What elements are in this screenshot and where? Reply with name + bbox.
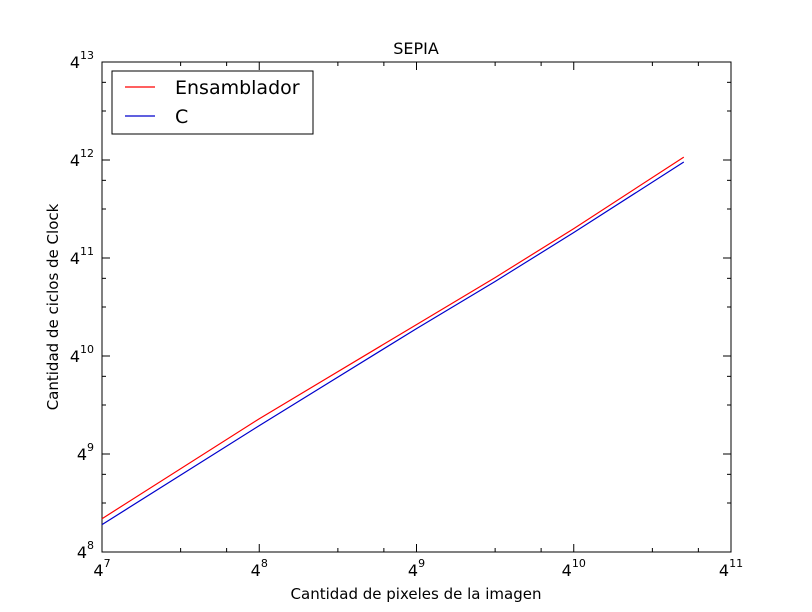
x-tick-exponent: 7 — [104, 557, 111, 570]
legend-box — [111, 70, 314, 135]
chart-title: SEPIA — [393, 39, 439, 58]
y-tick-base: 4 — [70, 151, 80, 170]
y-tick-base: 4 — [70, 347, 80, 366]
y-tick-base: 4 — [70, 249, 80, 268]
x-tick-base: 4 — [408, 561, 418, 580]
x-tick-labels: 47 48 49 410 411 — [93, 557, 743, 580]
y-tick-label: 49 — [77, 441, 94, 464]
y-tick-label: 411 — [70, 245, 94, 268]
y-tick-label: 48 — [77, 539, 94, 562]
x-tick-exponent: 8 — [261, 557, 268, 570]
x-tick-label: 410 — [562, 557, 586, 580]
x-tick-label: 49 — [408, 557, 425, 580]
x-tick-label: 411 — [719, 557, 743, 580]
x-axis-label: Cantidad de pixeles de la imagen — [291, 585, 542, 603]
minor-ticks — [102, 62, 731, 552]
legend-label-ensamblador: Ensamblador — [175, 77, 300, 99]
legend: Ensamblador C — [111, 70, 314, 135]
x-tick-base: 4 — [562, 561, 572, 580]
series-line-c — [101, 161, 685, 526]
x-tick-base: 4 — [251, 561, 261, 580]
y-tick-label: 412 — [70, 147, 94, 170]
series-line-ensamblador — [101, 156, 685, 520]
y-tick-label: 410 — [70, 343, 94, 366]
plot-area — [101, 61, 732, 553]
y-tick-exponent: 9 — [87, 441, 94, 454]
y-tick-exponent: 11 — [80, 245, 94, 258]
major-ticks — [101, 61, 732, 553]
y-tick-exponent: 8 — [87, 539, 94, 552]
y-tick-base: 4 — [77, 445, 87, 464]
series-lines — [101, 156, 685, 526]
y-tick-exponent: 12 — [80, 147, 94, 160]
x-tick-exponent: 9 — [418, 557, 425, 570]
x-tick-label: 48 — [251, 557, 268, 580]
y-tick-exponent: 10 — [80, 343, 94, 356]
y-tick-label: 413 — [70, 49, 94, 72]
x-tick-base: 4 — [93, 561, 103, 580]
x-tick-exponent: 11 — [729, 557, 743, 570]
y-tick-base: 4 — [70, 53, 80, 72]
y-tick-exponent: 13 — [80, 49, 94, 62]
y-axis-label: Cantidad de ciclos de Clock — [44, 203, 62, 410]
y-tick-base: 4 — [77, 543, 87, 562]
x-tick-exponent: 10 — [572, 557, 586, 570]
x-tick-label: 47 — [93, 557, 110, 580]
x-tick-base: 4 — [719, 561, 729, 580]
legend-label-c: C — [175, 106, 188, 128]
